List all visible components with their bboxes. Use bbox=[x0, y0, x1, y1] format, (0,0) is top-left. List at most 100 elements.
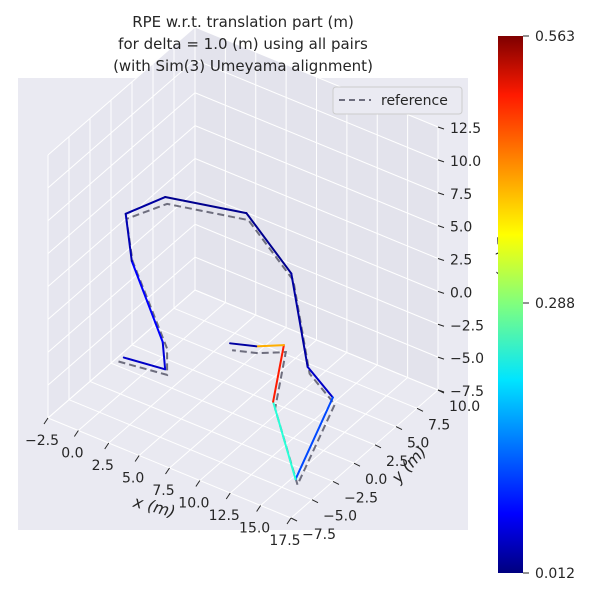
grid-line-z-back bbox=[194, 59, 439, 161]
z-tick-mark bbox=[437, 389, 445, 393]
grid-line-z-side bbox=[47, 59, 196, 189]
trajectory-segment bbox=[124, 212, 133, 263]
grid-line-y-floor bbox=[89, 380, 334, 482]
y-tick-label: 5.0 bbox=[407, 436, 429, 452]
grid-line-x-floor bbox=[229, 364, 378, 494]
y-tick-mark bbox=[332, 480, 340, 485]
grid-line-z-side bbox=[47, 223, 196, 353]
colorbar-label-mid: 0.288 bbox=[535, 296, 575, 312]
z-tick-label: 12.5 bbox=[450, 121, 481, 137]
x-tick-mark bbox=[256, 505, 262, 512]
z-tick-label: 5.0 bbox=[450, 220, 472, 236]
colorbar-label-min: 0.012 bbox=[535, 566, 575, 582]
y-tick-mark bbox=[311, 499, 319, 504]
grid-line-x-floor bbox=[108, 314, 257, 444]
grid-line-z-side bbox=[47, 158, 196, 287]
grid-line-y-floor bbox=[110, 362, 355, 464]
trajectory-segment bbox=[255, 344, 285, 348]
z-tick-mark bbox=[437, 159, 445, 163]
grid-line-z-back bbox=[194, 125, 439, 227]
z-tick-mark bbox=[437, 323, 445, 327]
x-tick-mark bbox=[165, 467, 170, 475]
z-tick-label: 2.5 bbox=[450, 253, 472, 269]
x-tick-label: −2.5 bbox=[25, 433, 59, 449]
z-tick-mark bbox=[437, 290, 445, 294]
x-tick-mark bbox=[134, 455, 140, 462]
z-tick-mark bbox=[437, 192, 445, 196]
z-tick-label: 10.0 bbox=[450, 154, 481, 170]
z-tick-label: 7.5 bbox=[450, 187, 472, 203]
grid-line-y-floor bbox=[131, 344, 376, 446]
x-tick-mark bbox=[286, 517, 292, 525]
z-tick-mark bbox=[437, 258, 445, 261]
y-tick-label: 0.0 bbox=[365, 472, 387, 488]
grid-line-z-back bbox=[194, 158, 439, 259]
x-tick-label: 0.0 bbox=[61, 446, 83, 462]
chart-title-line1: RPE w.r.t. translation part (m) bbox=[132, 13, 354, 31]
x-tick-label: 15.0 bbox=[239, 521, 270, 537]
grid-line-z-back bbox=[194, 223, 439, 325]
colorbar-label-max: 0.563 bbox=[535, 29, 575, 45]
grid-line-y-floor bbox=[152, 326, 397, 428]
z-tick-mark bbox=[437, 126, 445, 130]
grid-line-z-side bbox=[47, 92, 196, 222]
z-tick-mark bbox=[437, 225, 445, 229]
trajectory-segment bbox=[130, 260, 164, 344]
trajectory-segment bbox=[294, 396, 334, 481]
trajectory-segment bbox=[229, 342, 258, 348]
grid-line-y-floor bbox=[173, 307, 418, 409]
y-tick-mark bbox=[416, 407, 424, 412]
z-tick-label: −5.0 bbox=[450, 351, 484, 367]
trajectory-segment bbox=[306, 365, 334, 399]
x-tick-mark bbox=[104, 442, 110, 450]
grid-line-z-side bbox=[47, 125, 196, 255]
z-tick-mark bbox=[437, 356, 445, 360]
legend-box bbox=[332, 86, 463, 115]
grid-line-z-side bbox=[47, 26, 196, 156]
grid-line-x-floor bbox=[290, 389, 439, 519]
y-tick-label: −5.0 bbox=[323, 509, 357, 525]
y-tick-mark bbox=[395, 426, 403, 431]
x-tick-label: 7.5 bbox=[152, 483, 174, 499]
x-tick-mark bbox=[73, 430, 79, 437]
grid-line-z-back bbox=[194, 256, 439, 358]
tick-labels: −2.50.02.55.07.510.012.515.017.5 −7.5−5.0… bbox=[25, 121, 484, 549]
trajectory-segment bbox=[272, 400, 297, 481]
legend: reference bbox=[332, 86, 463, 115]
x-tick-label: 2.5 bbox=[92, 458, 114, 474]
y-tick-label: 10.0 bbox=[449, 399, 480, 415]
trajectory-segment bbox=[272, 344, 285, 403]
x-tick-mark bbox=[43, 417, 49, 425]
y-tick-mark bbox=[290, 517, 298, 522]
grid-line-z-side bbox=[47, 289, 196, 419]
grid-line-z-back bbox=[194, 190, 439, 292]
chart-title-line3: (with Sim(3) Umeyama alignment) bbox=[113, 57, 373, 75]
colorbar bbox=[498, 36, 523, 573]
trajectory-segment bbox=[164, 196, 248, 215]
trajectory-segment bbox=[245, 212, 293, 275]
x-tick-mark bbox=[225, 492, 231, 500]
z-tick-label: −7.5 bbox=[450, 384, 484, 400]
trajectory-segment bbox=[161, 341, 167, 371]
x-tick-label: 5.0 bbox=[122, 471, 144, 487]
y-tick-label: −2.5 bbox=[344, 490, 378, 506]
grid-line-z-back bbox=[194, 289, 439, 391]
trajectory-segment bbox=[290, 272, 309, 368]
x-tick-mark bbox=[195, 480, 201, 487]
x-tick-label: 10.0 bbox=[178, 496, 209, 512]
z-tick-label: 0.0 bbox=[450, 285, 472, 301]
y-tick-label: −7.5 bbox=[302, 527, 336, 543]
trajectory-segment bbox=[124, 196, 167, 215]
y-tick-mark bbox=[374, 444, 382, 449]
grid-line-x-floor bbox=[260, 377, 408, 506]
axes-grid bbox=[47, 26, 439, 519]
grid-line-x-floor bbox=[138, 327, 287, 456]
grid-line-z-back bbox=[194, 92, 439, 194]
grid-line-z-side bbox=[47, 190, 196, 320]
chart-title-line2: for delta = 1.0 (m) using all pairs bbox=[118, 35, 368, 53]
grid-line-x-floor bbox=[199, 352, 348, 481]
x-tick-label: 17.5 bbox=[269, 533, 300, 549]
grid-line-z-side bbox=[47, 256, 196, 386]
trajectory-curves bbox=[118, 196, 336, 488]
